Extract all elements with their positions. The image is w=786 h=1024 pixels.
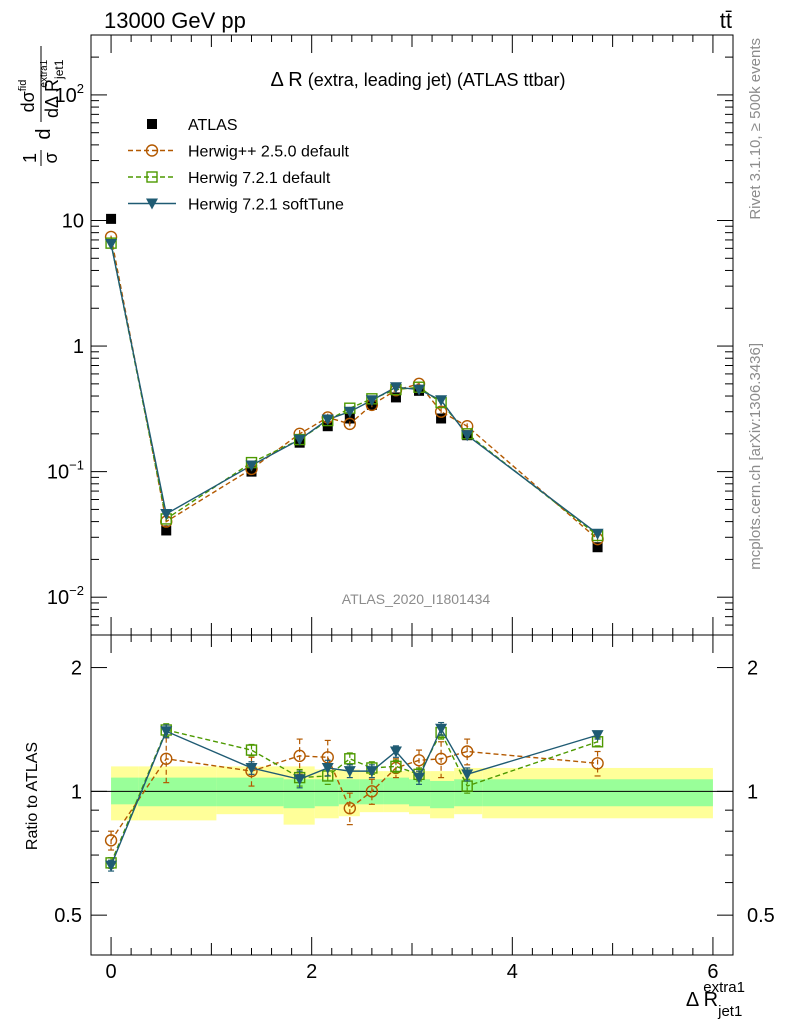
data-point-triangle-down bbox=[321, 414, 334, 426]
ratio-point-triangle-down bbox=[343, 766, 356, 778]
ratio-point-open-circle bbox=[412, 754, 426, 767]
ratio-point-triangle-down bbox=[293, 774, 306, 786]
x-axis-label: Δ Rjet1extra1 bbox=[686, 979, 745, 1020]
legend-label: Herwig++ 2.5.0 default bbox=[188, 144, 350, 161]
y-tick-label: 10−1 bbox=[47, 458, 84, 484]
ratio-line-triangle-down bbox=[110, 727, 598, 866]
series-line-open-square bbox=[110, 243, 599, 537]
ratio-point-open-circle bbox=[460, 745, 474, 758]
y-label-frac2-num: dσfid bbox=[17, 80, 38, 113]
ratio-line-open-square bbox=[110, 729, 598, 864]
ratio-point-triangle-down bbox=[591, 730, 604, 742]
ratio-y-tick-label-left: 0.5 bbox=[54, 905, 82, 927]
stat-uncertainty-band-segment bbox=[430, 780, 455, 809]
stat-uncertainty-band-segment bbox=[482, 779, 713, 807]
ratio-point-open-circle bbox=[434, 752, 448, 765]
process-label: tt̄ bbox=[720, 8, 732, 33]
main-plot-title: Δ R (extra, leading jet) (ATLAS ttbar) bbox=[270, 69, 565, 91]
ratio-point-open-circle bbox=[591, 757, 604, 770]
x-tick-label: 2 bbox=[306, 961, 317, 983]
series-line-triangle-down bbox=[110, 243, 599, 535]
energy-label: 13000 GeV pp bbox=[104, 8, 246, 33]
legend-marker-square bbox=[147, 119, 157, 129]
ratio-point-triangle-down bbox=[389, 746, 402, 758]
ratio-point-open-circle bbox=[365, 785, 379, 798]
stat-uncertainty-band-segment bbox=[138, 777, 217, 807]
data-point-square bbox=[106, 213, 117, 224]
ratio-point-triangle-down bbox=[435, 723, 448, 735]
y-label-frac2-den: dΔ Rjet1extra1 bbox=[39, 59, 66, 118]
legend-marker-open-circle bbox=[145, 144, 159, 157]
legend-marker-open-square bbox=[146, 171, 158, 183]
data-point-square bbox=[161, 525, 172, 536]
data-point-triangle-down bbox=[413, 384, 426, 396]
x-tick-label: 4 bbox=[507, 961, 518, 983]
ratio-point-triangle-down bbox=[365, 766, 378, 778]
legend-label: Herwig 7.2.1 softTune bbox=[188, 197, 344, 214]
ratio-point-triangle-down bbox=[413, 772, 426, 784]
data-point-triangle-down bbox=[461, 430, 474, 442]
data-point-triangle-down bbox=[343, 406, 356, 418]
y-label-frac1-den: σ bbox=[41, 152, 61, 163]
data-point-triangle-down bbox=[365, 395, 378, 407]
ratio-y-tick-label-right: 2 bbox=[747, 658, 758, 680]
data-point-square bbox=[246, 466, 257, 477]
ratio-point-open-circle bbox=[160, 752, 173, 765]
y-tick-label: 1 bbox=[73, 336, 84, 358]
ratio-line-open-circle bbox=[110, 750, 598, 841]
legend: ATLAS Herwig++ 2.5.0 default Herwig 7.2.1 … bbox=[128, 117, 350, 214]
ratio-point-open-circle bbox=[293, 749, 306, 763]
y-tick-label: 10 bbox=[62, 210, 84, 232]
data-point-triangle-down bbox=[245, 460, 258, 472]
data-point-square bbox=[390, 392, 401, 403]
ratio-point-triangle-down bbox=[321, 762, 334, 774]
data-point-triangle-down bbox=[105, 238, 118, 250]
ratio-axes: 0 2 4 6 0.5 0.5 1 1 2 2 bbox=[54, 634, 775, 983]
data-point-triangle-down bbox=[591, 528, 604, 540]
ratio-point-open-square bbox=[344, 753, 356, 765]
legend-label: Herwig 7.2.1 default bbox=[188, 170, 331, 187]
ratio-y-tick-label-left: 2 bbox=[71, 658, 82, 680]
ratio-series-layer bbox=[104, 721, 604, 872]
ratio-y-tick-label-left: 1 bbox=[71, 781, 82, 803]
data-point-triangle-down bbox=[293, 434, 306, 446]
data-point-triangle-down bbox=[435, 395, 448, 407]
analysis-watermark: ATLAS_2020_I1801434 bbox=[342, 591, 491, 607]
stat-uncertainty-band-segment bbox=[408, 779, 431, 807]
data-point-triangle-down bbox=[160, 508, 173, 520]
data-point-open-circle bbox=[343, 417, 357, 431]
data-point-square bbox=[436, 413, 447, 424]
main-axes: 10−2 10−1 1 10 102 bbox=[47, 34, 734, 636]
ratio-point-triangle-down bbox=[160, 726, 173, 738]
stat-uncertainty-band-segment bbox=[216, 777, 284, 807]
ratio-y-tick-label-right: 1 bbox=[747, 781, 758, 803]
mcplots-source-label: mcplots.cern.ch [arXiv:1306.3436] bbox=[747, 343, 764, 570]
x-tick-label: 0 bbox=[106, 961, 117, 983]
x-tick-label: 6 bbox=[707, 961, 718, 983]
series-line-open-circle bbox=[110, 236, 599, 540]
main-y-axis-label: 1 σ d dσfid dΔ Rjet1extra1 bbox=[17, 46, 66, 166]
data-point-square bbox=[592, 542, 603, 553]
y-label-frac1-num: 1 bbox=[20, 153, 40, 163]
ratio-point-open-square bbox=[390, 760, 402, 773]
stat-uncertainty-band-segment bbox=[314, 779, 339, 807]
ratio-uncertainty-bands bbox=[91, 766, 733, 825]
y-label-d: d bbox=[33, 128, 55, 139]
legend-label: ATLAS bbox=[188, 117, 238, 134]
legend-marker-triangle-down bbox=[146, 198, 158, 210]
rivet-version-label: Rivet 3.1.10, ≥ 500k events bbox=[747, 38, 764, 220]
ratio-y-tick-label-right: 0.5 bbox=[747, 905, 775, 927]
ratio-y-axis-label: Ratio to ATLAS bbox=[24, 742, 41, 850]
data-point-triangle-down bbox=[389, 382, 402, 394]
ratio-point-triangle-down bbox=[245, 762, 258, 774]
main-series-layer bbox=[104, 213, 604, 553]
y-tick-label: 102 bbox=[55, 81, 84, 107]
ratio-point-open-circle bbox=[343, 801, 357, 815]
ratio-point-triangle-down bbox=[105, 860, 118, 872]
ratio-point-open-square bbox=[245, 744, 258, 756]
ratio-point-triangle-down bbox=[461, 769, 474, 781]
ratio-point-open-circle bbox=[104, 834, 118, 847]
y-tick-label: 10−2 bbox=[47, 583, 84, 609]
